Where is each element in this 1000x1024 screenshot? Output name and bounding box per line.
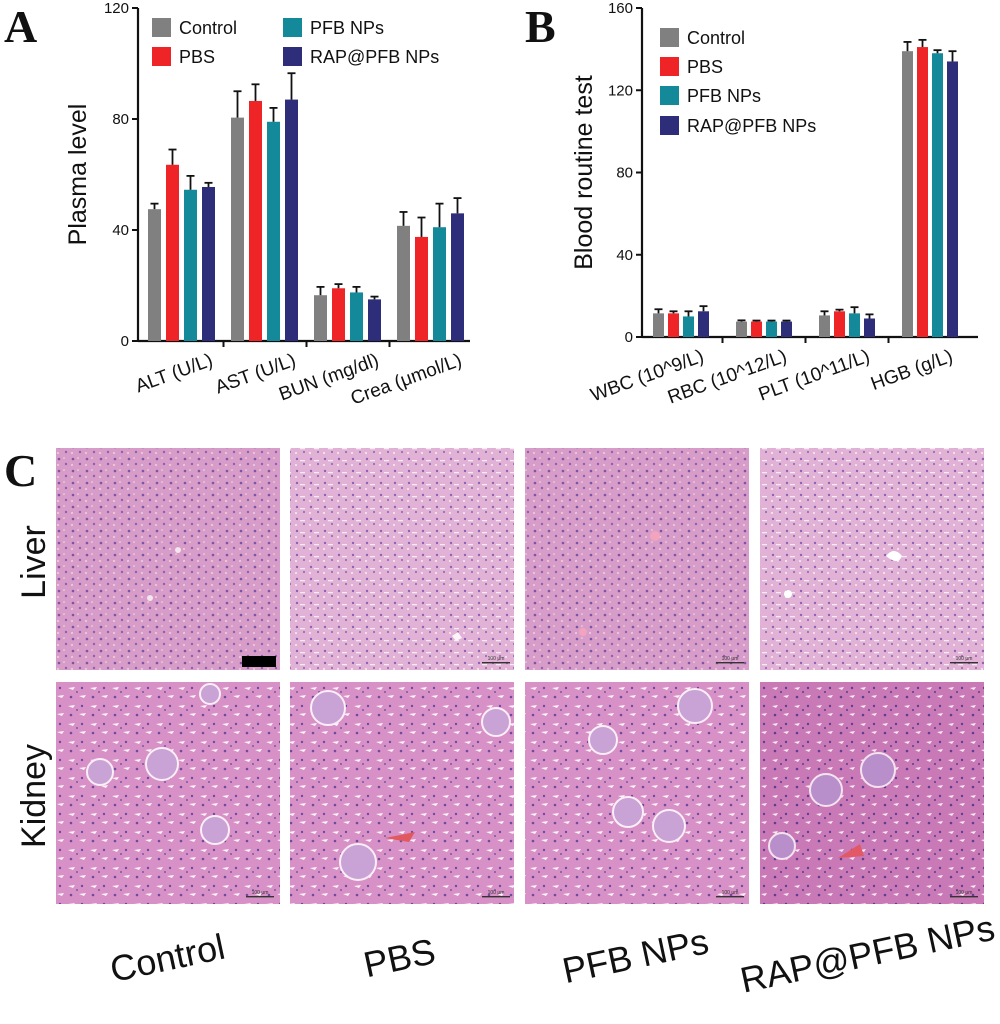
scale-label: 100 μm [252, 890, 269, 896]
bar-pfb-nps-bun-mg-dl [350, 292, 363, 341]
bar-pfb-nps-plt-10-11-l [849, 313, 860, 337]
legend-swatch-control [660, 28, 679, 47]
legend-label-pbs: PBS [687, 57, 723, 77]
bar-pfb-nps-rbc-10-12-l [766, 321, 777, 337]
y-tick-label: 120 [608, 82, 633, 99]
bar-rap-pfb-nps-rbc-10-12-l [781, 321, 792, 337]
bar-rap-pfb-nps-plt-10-11-l [864, 318, 875, 337]
bar-control-bun-mg-dl [314, 295, 327, 341]
y-tick-label: 120 [104, 0, 129, 17]
bar-pbs-alt-u-l [166, 164, 179, 341]
bar-rap-pfb-nps-hgb-g-l [947, 61, 958, 338]
y-tick-label: 40 [112, 222, 129, 239]
liver-image-control [56, 448, 280, 670]
legend-swatch-pbs [660, 57, 679, 76]
kidney-image-rap-pfb: 100 μm [760, 682, 984, 904]
col-label-rap-pfb-nps: RAP@PFB NPs [737, 907, 998, 1001]
bar-control-wbc-10-9-l [653, 313, 664, 337]
col-label-pbs: PBS [360, 930, 439, 985]
y-tick-label: 0 [121, 333, 129, 350]
bar-pbs-hgb-g-l [917, 47, 928, 337]
scale-label: 100 μm [488, 890, 505, 896]
row-label-kidney: Kidney [15, 744, 53, 848]
bar-control-rbc-10-12-l [736, 321, 747, 337]
row-label-liver: Liver [15, 525, 53, 599]
y-tick-label: 80 [616, 165, 633, 182]
bar-pfb-nps-alt-u-l [184, 189, 197, 341]
legend-label-pfb-nps: PFB NPs [310, 18, 384, 38]
bar-pfb-nps-wbc-10-9-l [683, 316, 694, 337]
kidney-image-control: 100 μm [56, 682, 280, 904]
bar-control-ast-u-l [231, 117, 244, 341]
liver-image-pbs: 100 μm [290, 448, 514, 670]
bar-rap-pfb-nps-alt-u-l [202, 186, 215, 341]
bar-pbs-wbc-10-9-l [668, 313, 679, 337]
bar-pfb-nps-hgb-g-l [932, 53, 943, 338]
bar-rap-pfb-nps-crea-mol-l [451, 213, 464, 341]
legend-swatch-pbs [152, 47, 171, 66]
legend-label-rap-pfb-nps: RAP@PFB NPs [310, 47, 439, 67]
bar-pbs-plt-10-11-l [834, 311, 845, 337]
y-tick-label: 40 [616, 247, 633, 264]
y-axis-title: Blood routine test [570, 75, 598, 270]
col-label-pfb-nps: PFB NPs [559, 920, 712, 991]
bar-pfb-nps-crea-mol-l [433, 227, 446, 341]
col-label-control: Control [106, 926, 228, 990]
bar-pbs-ast-u-l [249, 100, 262, 342]
legend-label-control: Control [687, 28, 745, 48]
scale-label: 100 μm [956, 656, 973, 662]
legend-label-pbs: PBS [179, 47, 215, 67]
legend-swatch-control [152, 18, 171, 37]
legend-swatch-pfb-nps [660, 86, 679, 105]
legend-label-control: Control [179, 18, 237, 38]
y-tick-label: 0 [625, 329, 633, 346]
bar-pbs-bun-mg-dl [332, 288, 345, 341]
kidney-image-pbs: 100 μm [290, 682, 514, 904]
bar-pfb-nps-ast-u-l [267, 121, 280, 342]
bar-control-crea-mol-l [397, 225, 410, 341]
y-tick-label: 160 [608, 0, 633, 17]
liver-image-pfb: 100 μm [525, 448, 749, 670]
scale-label: 100 μm [488, 656, 505, 662]
panel-letter-b: B [525, 1, 556, 52]
x-tick-label-alt-u-l: ALT (U/L) [133, 350, 216, 397]
bar-rap-pfb-nps-bun-mg-dl [368, 299, 381, 341]
liver-image-rap-pfb: 100 μm [760, 448, 984, 670]
y-axis-title: Plasma level [64, 104, 92, 246]
bar-pbs-crea-mol-l [415, 236, 428, 341]
bar-control-hgb-g-l [902, 51, 913, 338]
x-tick-label-hgb-g-l: HGB (g/L) [868, 346, 956, 395]
scale-label: 100 μm [956, 890, 973, 896]
bar-pbs-rbc-10-12-l [751, 321, 762, 337]
legend-swatch-rap-pfb-nps [283, 47, 302, 66]
legend-label-pfb-nps: PFB NPs [687, 86, 761, 106]
scale-label: 100 μm [722, 890, 739, 896]
legend-swatch-rap-pfb-nps [660, 116, 679, 135]
bar-rap-pfb-nps-wbc-10-9-l [698, 311, 709, 337]
y-tick-label: 80 [112, 111, 129, 128]
bar-control-alt-u-l [148, 209, 161, 341]
panel-letter-a: A [4, 1, 37, 52]
scale-label: 100 μm [722, 656, 739, 662]
bar-control-plt-10-11-l [819, 315, 830, 337]
scale-bar [242, 656, 276, 667]
bar-rap-pfb-nps-ast-u-l [285, 99, 298, 341]
kidney-image-pfb: 100 μm [525, 682, 749, 904]
panel-letter-c: C [4, 445, 37, 496]
legend-swatch-pfb-nps [283, 18, 302, 37]
histology-grid: Liver Kidney 100 μm 100 μm 100 μ [15, 448, 998, 1001]
legend-label-rap-pfb-nps: RAP@PFB NPs [687, 116, 816, 136]
